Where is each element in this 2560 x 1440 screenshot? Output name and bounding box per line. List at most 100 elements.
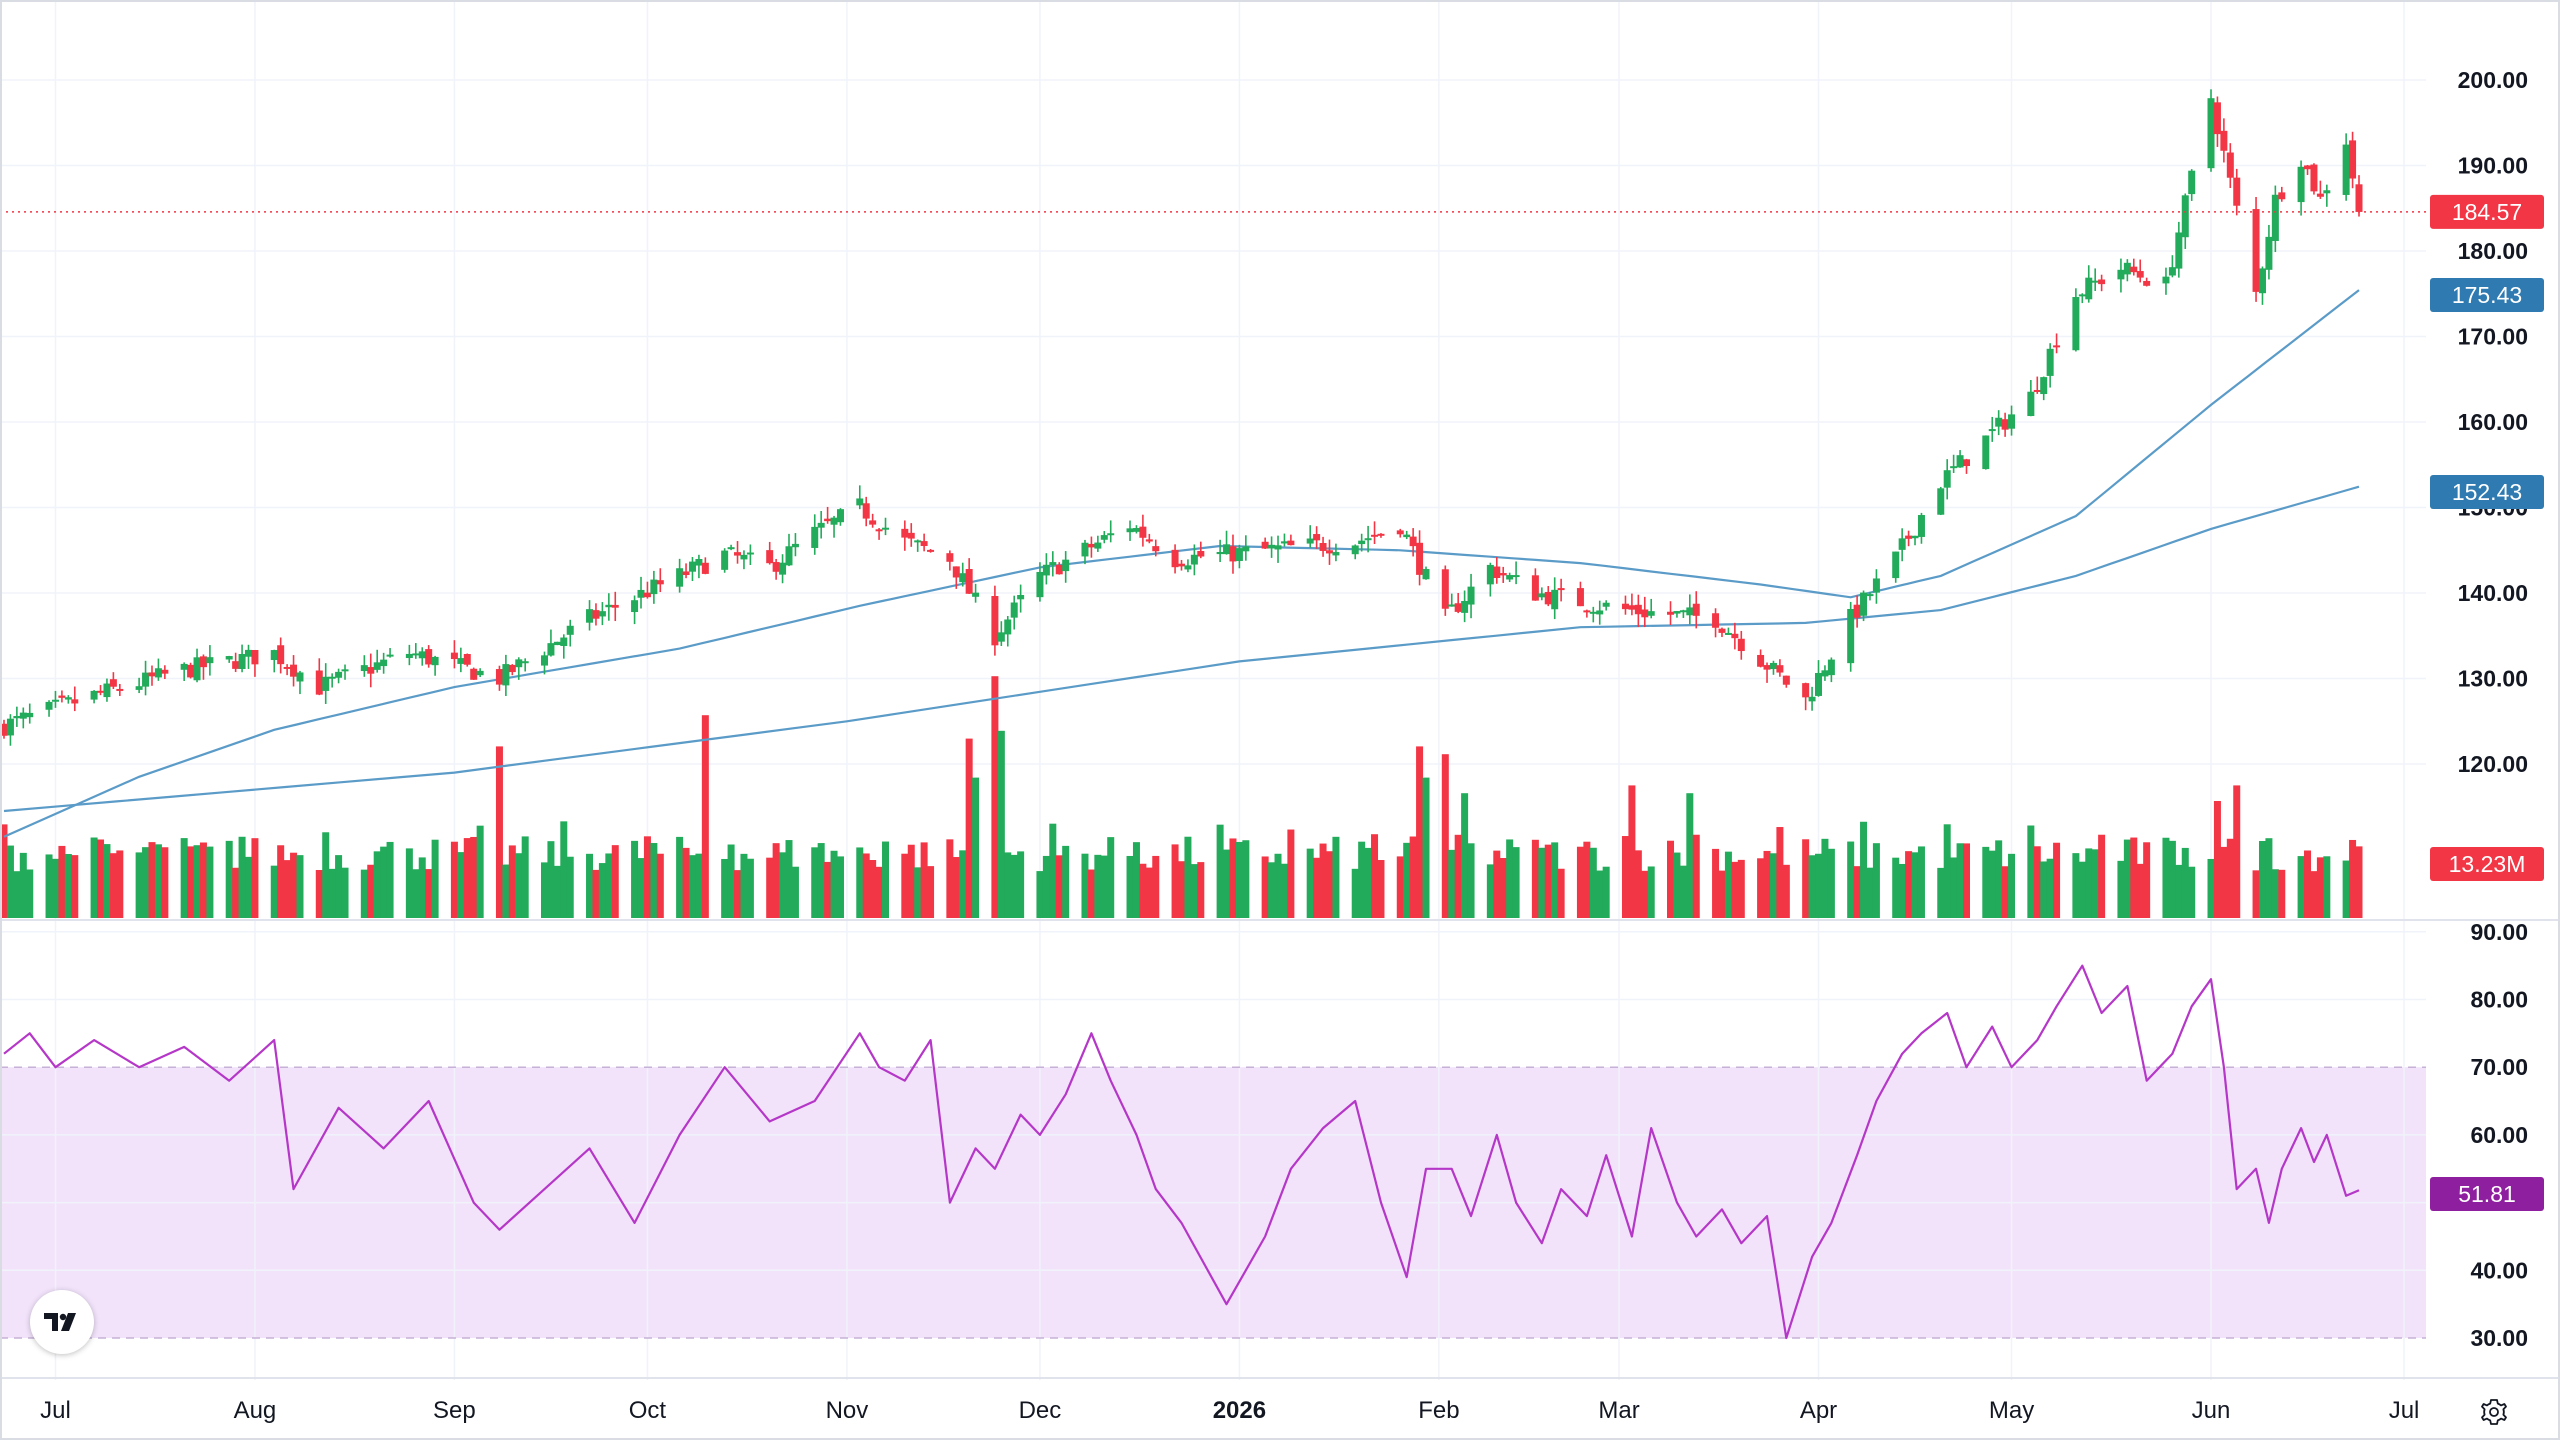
- candle: [2143, 277, 2151, 287]
- candle-body: [695, 558, 703, 566]
- candle-body: [521, 661, 529, 664]
- volume-bar: [1892, 857, 1900, 918]
- candle-body: [386, 654, 394, 657]
- candle: [779, 554, 787, 584]
- volume-bar: [2130, 837, 2138, 918]
- volume-bar: [1827, 848, 1835, 918]
- volume-bar: [521, 836, 529, 918]
- candle: [2040, 376, 2048, 401]
- ma-slow-badge: 152.43: [2430, 475, 2544, 509]
- time-axis[interactable]: Jul Aug Sep Oct Nov Dec 2026 Feb Mar Apr May Jun Jul: [40, 1397, 2419, 1424]
- candle-body: [1087, 543, 1095, 548]
- price-axis[interactable]: 200.00190.00180.00170.00160.00150.00140.…: [2458, 67, 2528, 777]
- candle: [1557, 578, 1565, 602]
- candle-body: [64, 697, 72, 700]
- candle-body: [1512, 575, 1520, 578]
- tradingview-logo-icon[interactable]: [30, 1290, 94, 1354]
- candle: [2310, 163, 2318, 195]
- candle-body: [2271, 194, 2279, 241]
- candle: [1004, 616, 1012, 647]
- settings-button[interactable]: [2474, 1392, 2514, 1432]
- candle: [90, 690, 98, 704]
- time-tick-label: May: [1989, 1397, 2034, 1424]
- volume-bar: [270, 865, 278, 918]
- candle: [405, 644, 413, 666]
- candle: [991, 585, 999, 656]
- time-tick-label: Aug: [234, 1397, 277, 1424]
- candle: [824, 506, 832, 524]
- volume-bar: [676, 836, 684, 918]
- candle-body: [1261, 541, 1269, 549]
- candle-body: [199, 656, 207, 668]
- price-tick-label: 190.00: [2458, 153, 2528, 179]
- volume-bar: [869, 860, 877, 918]
- candle-body: [2033, 389, 2041, 392]
- volume-bar: [1441, 754, 1449, 918]
- volume-bar: [2188, 866, 2196, 918]
- volume-bar: [2008, 853, 2016, 918]
- volume-bar: [1416, 746, 1424, 918]
- candle-body: [2130, 266, 2138, 273]
- volume-bar: [631, 840, 639, 918]
- candle-body: [2265, 236, 2273, 270]
- volume-bar: [251, 838, 259, 918]
- volume-bar: [2226, 838, 2234, 918]
- candle: [1036, 562, 1044, 602]
- volume-bar: [830, 850, 838, 918]
- candle: [1087, 536, 1095, 558]
- volume-bar: [1898, 863, 1906, 918]
- candle: [1409, 528, 1417, 557]
- candle: [907, 523, 915, 547]
- volume-bar: [457, 852, 465, 918]
- candle: [1724, 627, 1732, 635]
- candle: [1377, 533, 1385, 538]
- candle: [2297, 160, 2305, 216]
- candle: [1190, 544, 1198, 576]
- candle: [1815, 660, 1823, 697]
- candle-body: [2188, 170, 2196, 195]
- candle: [476, 668, 484, 678]
- rsi-badge: 51.81: [2430, 1177, 2544, 1211]
- candle: [1853, 595, 1861, 628]
- candle: [450, 640, 458, 669]
- candle-body: [1280, 541, 1288, 544]
- volume-bar: [1872, 843, 1880, 918]
- volume-bar: [283, 860, 291, 918]
- candle: [103, 678, 111, 702]
- candle-body: [875, 529, 883, 532]
- candle: [1139, 514, 1147, 547]
- ma-fast-badge-box: [2430, 278, 2544, 312]
- candle: [598, 602, 606, 626]
- candle-body: [373, 662, 381, 670]
- candle-body: [2207, 98, 2215, 169]
- volume-bar: [26, 869, 34, 918]
- candle: [1396, 528, 1404, 538]
- candle: [1467, 573, 1475, 619]
- volume-bar: [2213, 801, 2221, 918]
- volume-bar: [386, 841, 394, 918]
- candle-body: [2123, 262, 2131, 275]
- candle-body: [2310, 164, 2318, 192]
- volume-bar: [2220, 846, 2228, 918]
- candle: [296, 670, 304, 695]
- candle: [1860, 590, 1868, 622]
- candle-body: [914, 540, 922, 543]
- candle-body: [502, 664, 510, 686]
- candle: [811, 514, 819, 555]
- volume-bar: [2233, 785, 2241, 918]
- volume-badge-box: [2430, 847, 2544, 881]
- candle-body: [1802, 683, 1810, 698]
- candle-body: [2297, 166, 2305, 203]
- candle: [1306, 525, 1314, 548]
- candle-body: [1197, 550, 1205, 557]
- volume-bar: [2258, 841, 2266, 918]
- candle: [1403, 530, 1411, 540]
- candle-body: [1017, 594, 1025, 600]
- volume-bar: [1364, 847, 1372, 918]
- volume-bar: [721, 858, 729, 918]
- candle: [245, 644, 253, 669]
- volume-bar: [515, 853, 523, 918]
- volume-bar: [45, 854, 53, 918]
